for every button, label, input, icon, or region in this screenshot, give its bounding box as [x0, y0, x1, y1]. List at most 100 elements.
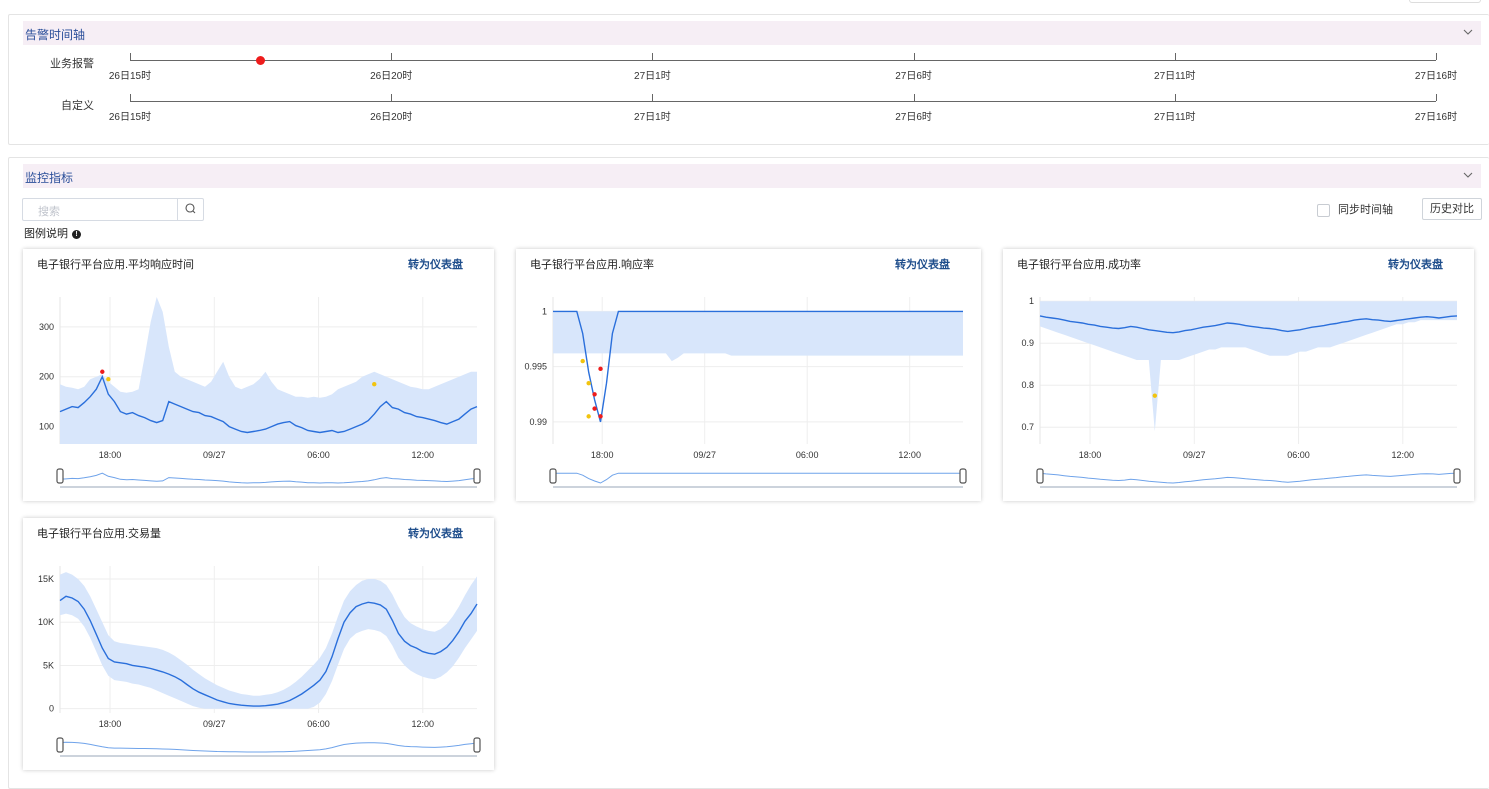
sync-label: 同步时间轴 — [1338, 204, 1393, 216]
x-tick-label: 06:00 — [307, 450, 330, 460]
chart-svg: 100 200 300 18:00 09/27 06:00 12:00 — [39, 297, 481, 488]
y-tick-label: 0.995 — [524, 362, 547, 372]
history-compare-button[interactable]: 历史对比 — [1422, 198, 1482, 220]
baseline-band — [553, 311, 963, 362]
timeline-axis[interactable] — [130, 60, 1436, 61]
timeline-tick-label: 26日15时 — [108, 112, 152, 123]
alert-timeline-panel: 告警时间轴 — [8, 14, 1489, 145]
alert-timeline-header[interactable]: 告警时间轴 — [23, 21, 1481, 45]
alarm-point — [580, 358, 585, 364]
x-tick-label: 12:00 — [412, 719, 435, 729]
slider-handle-left[interactable] — [56, 468, 64, 484]
search-placeholder: 搜索 — [38, 206, 60, 218]
y-tick-label: 1 — [542, 306, 547, 316]
baseline-band — [60, 297, 477, 444]
chart-card-avg-response-time: 电子银行平台应用.平均响应时间 转为仪表盘 100 200 300 18:00 09/2… — [23, 249, 494, 501]
timeline-tick-label: 27日6时 — [895, 112, 932, 123]
x-tick-label: 09/27 — [1183, 450, 1206, 460]
x-tick-label: 06:00 — [1287, 450, 1310, 460]
timeline-tick — [391, 53, 393, 60]
chart-svg: 0.99 0.995 1 18:00 09/27 06:00 12:00 — [524, 297, 967, 488]
timeline-tick-label: 27日1时 — [634, 71, 671, 82]
chart-card-success-rate: 电子银行平台应用.成功率 转为仪表盘 0.7 0.8 0.9 1 18:00 09/27 0… — [1003, 249, 1474, 501]
slider-handle-right[interactable] — [473, 468, 481, 484]
timeline-tick-label: 26日20时 — [370, 71, 413, 82]
series-line — [1039, 315, 1458, 334]
alert-timeline-title: 告警时间轴 — [25, 28, 86, 42]
info-icon[interactable]: ! — [72, 229, 81, 239]
legend-note[interactable]: 图例说明! — [24, 225, 81, 241]
timeline-tick-label: 27日11时 — [1154, 112, 1196, 123]
y-tick-label: 300 — [39, 322, 54, 332]
timeline-tick — [652, 53, 654, 60]
chevron-down-icon[interactable] — [1463, 27, 1473, 37]
timeline-tick-label: 27日11时 — [1154, 71, 1196, 82]
monitor-header[interactable]: 监控指标 — [23, 164, 1481, 188]
alarm-point — [100, 369, 105, 374]
convert-dashboard-link[interactable]: 转为仪表盘 — [895, 259, 950, 271]
alarm-marker[interactable] — [256, 56, 266, 65]
sync-timeline-toggle[interactable]: 同步时间轴 — [1317, 201, 1393, 217]
search-button[interactable] — [177, 199, 203, 220]
overview-line — [59, 741, 478, 753]
alarm-point — [106, 377, 111, 382]
timeline-tick — [1436, 53, 1437, 60]
chart-title: 电子银行平台应用.平均响应时间 — [37, 259, 195, 271]
y-tick-label: 0.9 — [1021, 338, 1034, 348]
sync-checkbox[interactable] — [1317, 203, 1330, 217]
alarm-point — [592, 406, 597, 411]
timeline-axis[interactable] — [130, 101, 1436, 102]
chevron-down-icon[interactable] — [1463, 170, 1473, 180]
chart-title: 电子银行平台应用.响应率 — [530, 259, 655, 271]
y-tick-label: 1 — [1029, 296, 1034, 306]
chart-title: 电子银行平台应用.成功率 — [1017, 259, 1142, 271]
alarm-point — [586, 381, 591, 386]
chart-title: 电子银行平台应用.交易量 — [37, 528, 162, 540]
baseline-band — [60, 572, 477, 709]
x-tick-label: 06:00 — [796, 450, 819, 460]
plot-area: 100 200 300 18:00 09/27 06:00 12:00 — [39, 297, 478, 460]
timeline-row-label-business: 业务报警 — [50, 58, 94, 70]
timeline-tick — [913, 94, 915, 101]
timeline-tick-label: 27日16时 — [1414, 112, 1458, 123]
alarm-point — [592, 392, 597, 397]
timeline-tick — [652, 94, 654, 101]
search-icon — [185, 203, 196, 214]
timeline-tick-label: 26日20时 — [370, 112, 413, 123]
chart-svg: 0.7 0.8 0.9 1 18:00 09/27 06:00 12:00 — [1021, 296, 1461, 488]
slider-handle-right[interactable] — [1453, 468, 1461, 484]
timeline-tick — [1174, 53, 1176, 60]
timeline-tick-label: 27日1时 — [634, 112, 671, 123]
monitor-title: 监控指标 — [25, 171, 74, 185]
timeline-tick — [130, 94, 131, 101]
overview-line — [1039, 472, 1458, 484]
slider-handle-right[interactable] — [473, 737, 481, 753]
x-tick-label: 18:00 — [591, 450, 614, 460]
search-input[interactable]: 搜索 — [22, 198, 204, 221]
convert-dashboard-link[interactable]: 转为仪表盘 — [1388, 259, 1443, 271]
series-line — [553, 310, 963, 423]
overview-slider — [549, 468, 967, 488]
chart-svg: 0 5K 10K 15K 18:00 09/27 06:00 12:00 — [38, 566, 481, 757]
timeline-tick-label: 27日6时 — [895, 71, 932, 82]
legend-note-label: 图例说明 — [24, 228, 68, 240]
plot-area: 0.7 0.8 0.9 1 18:00 09/27 06:00 12:00 — [1021, 296, 1458, 460]
x-tick-label: 09/27 — [203, 450, 226, 460]
x-tick-label: 18:00 — [99, 719, 122, 729]
y-tick-label: 200 — [39, 372, 54, 382]
plot-area: 0.99 0.995 1 18:00 09/27 06:00 12:00 — [524, 297, 963, 460]
x-tick-label: 06:00 — [307, 719, 330, 729]
alarm-point — [598, 414, 603, 419]
convert-dashboard-link[interactable]: 转为仪表盘 — [408, 259, 463, 271]
x-tick-label: 09/27 — [693, 450, 716, 460]
convert-dashboard-link[interactable]: 转为仪表盘 — [408, 528, 463, 540]
baseline-band — [1040, 301, 1457, 432]
slider-handle-right[interactable] — [959, 468, 967, 484]
slider-handle-left[interactable] — [1036, 468, 1044, 484]
slider-handle-left[interactable] — [56, 737, 64, 753]
y-tick-label: 5K — [43, 660, 54, 670]
x-tick-label: 09/27 — [203, 719, 226, 729]
alarm-point — [586, 414, 591, 419]
top-right-button[interactable] — [1409, 0, 1481, 3]
slider-handle-left[interactable] — [549, 468, 557, 484]
